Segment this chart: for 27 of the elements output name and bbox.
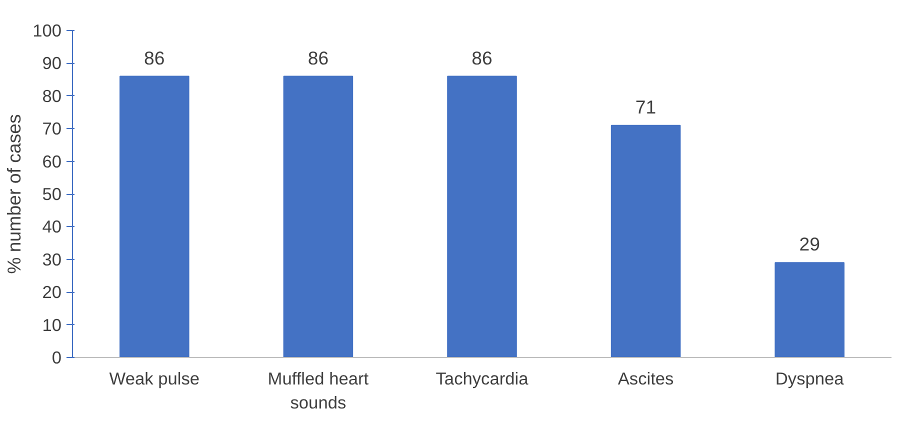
y-tick-label: 80	[42, 86, 62, 106]
y-tick-label: 50	[42, 184, 62, 204]
y-tick-label: 100	[32, 20, 62, 40]
x-tick-label: Dyspnea	[775, 368, 844, 388]
bar	[120, 76, 190, 358]
x-tick-label: Muffled heart sounds	[268, 368, 369, 412]
data-label: 29	[799, 234, 820, 255]
data-label: 86	[308, 47, 329, 68]
y-tick-label: 90	[42, 53, 62, 74]
y-tick-label: 70	[42, 118, 62, 139]
y-tick-label: 30	[42, 249, 62, 270]
bar	[610, 124, 681, 358]
y-tick-label: 60	[42, 151, 62, 172]
bar	[774, 262, 844, 358]
bar	[283, 76, 354, 358]
x-tick-label: Ascites	[618, 368, 674, 388]
x-tick-label: Tachycardia	[436, 368, 529, 388]
y-tick-label: 0	[52, 348, 62, 368]
y-tick-label: 40	[42, 216, 62, 237]
data-label: 71	[635, 96, 656, 118]
y-tick-label: 10	[42, 314, 62, 335]
x-tick-label: Weak pulse	[109, 368, 200, 388]
bar	[447, 76, 517, 358]
y-axis-title: % number of cases	[4, 114, 25, 274]
data-label: 86	[472, 47, 492, 68]
data-label: 86	[144, 47, 165, 68]
y-tick-label: 20	[42, 282, 62, 302]
